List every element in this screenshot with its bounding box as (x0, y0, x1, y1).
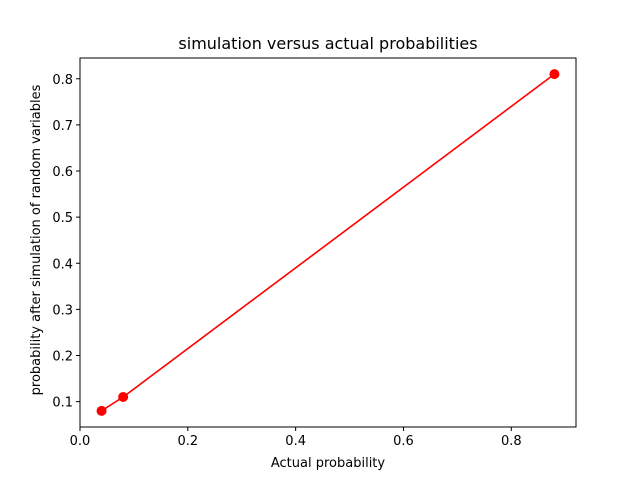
x-tick-label: 0.6 (393, 434, 414, 449)
data-point (96, 405, 107, 416)
y-tick-label: 0.7 (52, 119, 73, 134)
y-tick-label: 0.4 (52, 257, 73, 272)
x-tick-label: 0.2 (177, 434, 198, 449)
x-tick-label: 0.0 (70, 434, 91, 449)
x-tick-label: 0.8 (501, 434, 522, 449)
series-line (101, 73, 555, 412)
y-tick-label: 0.3 (52, 303, 73, 318)
data-point (549, 69, 560, 80)
x-tick-label: 0.4 (285, 434, 306, 449)
y-axis-label: probability after simulation of random v… (29, 84, 44, 395)
y-tick-label: 0.8 (52, 73, 73, 88)
y-tick-label: 0.1 (52, 396, 73, 411)
data-point (118, 392, 129, 403)
y-tick-label: 0.5 (52, 211, 73, 226)
x-axis-label: Actual probability (271, 456, 386, 471)
chart-title: simulation versus actual probabilities (178, 34, 477, 53)
plot-frame (79, 57, 577, 428)
y-tick-label: 0.2 (52, 350, 73, 365)
y-tick-label: 0.6 (52, 165, 73, 180)
plot-area: 0.0 0.2 0.4 0.6 0.8 0.1 0.2 0.3 0.4 0.5 0.6 0.7 0.8 (52, 57, 577, 449)
